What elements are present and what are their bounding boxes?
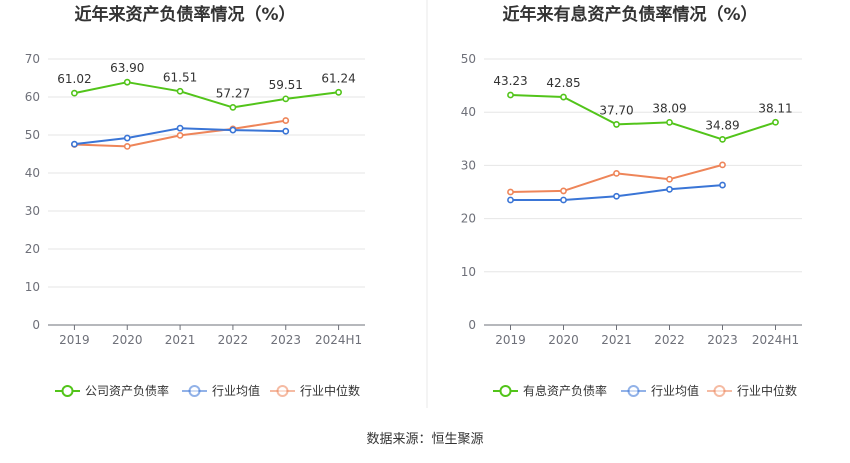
legend-label: 有息资产负债率 [523,383,607,398]
x-tick-label: 2021 [165,333,196,347]
data-point [123,142,131,150]
x-tick-label: 2023 [270,333,301,347]
data-label: 59.51 [269,78,303,92]
data-point [282,127,290,135]
y-tick-label: 20 [461,212,476,226]
legend-item: 行业中位数 [270,383,360,398]
y-tick-label: 50 [461,52,476,66]
y-tick-label: 30 [461,158,476,172]
data-label: 61.24 [321,71,355,85]
legend-item: 行业均值 [621,383,699,398]
y-tick-label: 50 [25,128,40,142]
x-tick-label: 2020 [548,333,579,347]
data-point [719,135,726,143]
y-tick-label: 20 [25,242,40,256]
data-point [719,181,726,189]
legend-item: 公司资产负债率 [55,383,169,398]
data-point [176,124,184,132]
x-tick-label: 2024H1 [315,333,362,347]
data-label: 43.23 [493,74,527,88]
data-point [282,95,290,103]
x-tick-label: 2020 [112,333,143,347]
legend-label: 公司资产负债率 [85,383,169,398]
data-point [719,161,726,169]
x-tick-label: 2019 [495,333,526,347]
legend-item: 行业中位数 [707,383,797,398]
x-tick-label: 2023 [707,333,738,347]
data-point [71,140,78,148]
data-point [666,118,673,126]
legend-marker [188,385,201,397]
chart-2: 近年来有息资产负债率情况（%） 0 10 20 30 40 50 2019 2020 2021 20… [461,4,802,398]
data-point [613,121,620,128]
legend-marker [713,385,726,397]
y-tick-label: 40 [461,105,476,119]
data-point [560,93,567,101]
data-point [123,134,131,142]
y-tick-label: 0 [32,318,40,332]
data-label: 57.27 [216,86,250,100]
chart-1: 近年来资产负债率情况（%） 0 10 20 30 40 50 60 70 2019 2020 2021… [25,4,365,398]
data-point [123,78,131,86]
legend-label: 行业中位数 [300,383,360,398]
data-point [613,169,620,177]
x-tick-label: 2022 [654,333,685,347]
series-line [510,94,776,141]
y-tick-label: 30 [25,204,40,218]
data-point [507,196,514,204]
data-label: 38.09 [652,101,686,115]
data-point [772,118,779,126]
legend-label: 行业均值 [212,383,260,398]
x-tick-label: 2024H1 [752,333,799,347]
series-line [74,81,339,109]
data-point [229,103,237,111]
legend-label: 行业中位数 [737,383,797,398]
data-point [507,91,514,99]
data-point [335,88,342,96]
y-tick-label: 40 [25,166,40,180]
y-tick-label: 0 [468,318,476,332]
x-tick-label: 2021 [601,333,632,347]
data-label: 61.51 [163,70,197,84]
data-point [560,196,567,204]
y-tick-label: 10 [461,265,476,279]
data-point [71,89,78,97]
legend-marker [276,385,289,397]
chart-title: 近年来有息资产负债率情况（%） [502,4,757,25]
y-tick-label: 10 [25,280,40,294]
data-point [176,131,184,139]
legend-label: 行业均值 [651,383,699,398]
data-point [666,185,673,193]
data-point [613,192,620,200]
x-tick-label: 2022 [218,333,249,347]
data-point [560,187,567,195]
data-label: 61.02 [57,72,91,86]
y-tick-label: 60 [25,90,40,104]
data-point [507,188,514,196]
data-label: 38.11 [758,101,792,115]
data-label: 37.70 [599,103,633,117]
data-point [666,175,673,183]
x-tick-label: 2019 [59,333,90,347]
data-point [229,126,237,134]
data-point [282,117,290,124]
legend-marker [61,385,74,397]
data-point [176,87,184,95]
chart-title: 近年来资产负债率情况（%） [74,4,295,25]
data-label: 42.85 [546,76,580,90]
legend-item: 行业均值 [182,383,260,398]
legend-marker [499,385,512,397]
data-label: 34.89 [705,118,739,132]
data-label: 63.90 [110,61,144,75]
legend-marker [627,385,640,397]
legend-item: 有息资产负债率 [493,383,607,398]
y-tick-label: 70 [25,52,40,66]
data-source: 数据来源：恒生聚源 [366,432,483,447]
